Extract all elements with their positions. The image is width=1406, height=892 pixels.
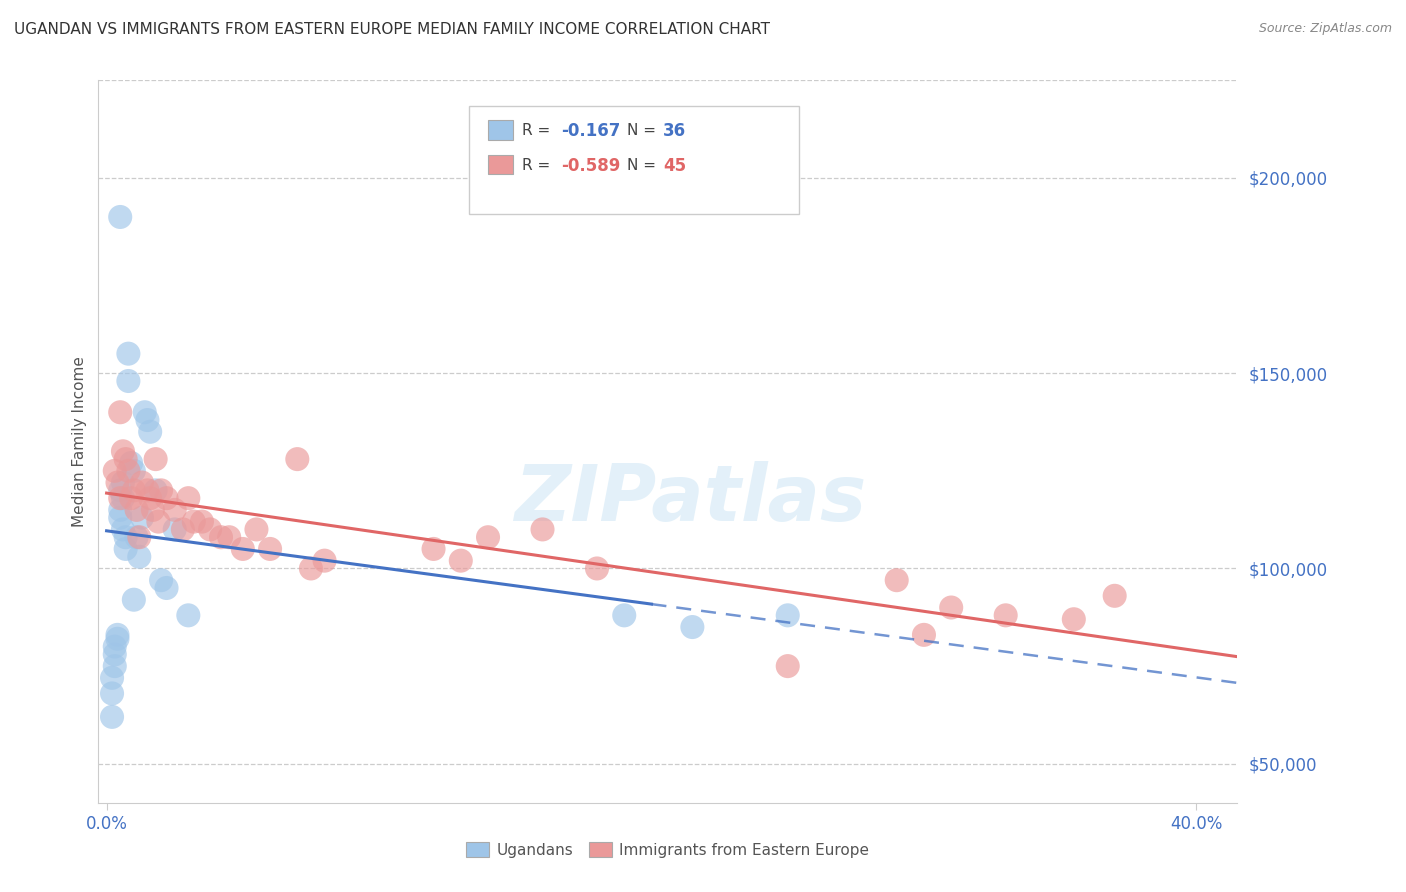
Point	[104, 648, 127, 662]
Point	[117, 374, 139, 388]
Point	[886, 573, 908, 587]
Point	[107, 632, 129, 646]
Point	[125, 530, 148, 544]
Point	[150, 483, 173, 498]
Y-axis label: Median Family Income: Median Family Income	[72, 356, 87, 527]
Point	[104, 640, 127, 654]
Point	[232, 541, 254, 556]
Point	[681, 620, 703, 634]
Point	[245, 523, 267, 537]
Point	[111, 475, 134, 490]
Text: 36: 36	[664, 122, 686, 140]
Point	[122, 483, 145, 498]
Point	[101, 686, 124, 700]
Point	[111, 491, 134, 505]
Point	[477, 530, 499, 544]
Point	[145, 483, 167, 498]
Point	[101, 671, 124, 685]
Point	[285, 452, 308, 467]
Point	[912, 628, 935, 642]
Text: -0.167: -0.167	[561, 122, 620, 140]
Point	[134, 405, 156, 419]
Point	[299, 561, 322, 575]
Point	[107, 628, 129, 642]
Point	[131, 475, 153, 490]
Point	[117, 346, 139, 360]
Point	[139, 425, 162, 439]
Point	[110, 503, 132, 517]
Point	[136, 483, 159, 498]
Point	[586, 561, 609, 575]
Point	[101, 710, 124, 724]
Text: Source: ZipAtlas.com: Source: ZipAtlas.com	[1258, 22, 1392, 36]
Point	[107, 475, 129, 490]
Point	[259, 541, 281, 556]
Point	[110, 405, 132, 419]
Point	[110, 483, 132, 498]
Point	[531, 523, 554, 537]
Point	[177, 608, 200, 623]
Point	[163, 523, 186, 537]
Point	[114, 452, 136, 467]
Point	[120, 456, 142, 470]
Point	[145, 452, 167, 467]
Point	[110, 491, 132, 505]
Point	[150, 573, 173, 587]
Point	[314, 554, 336, 568]
Point	[183, 515, 205, 529]
Point	[128, 549, 150, 564]
Point	[136, 413, 159, 427]
Point	[114, 530, 136, 544]
FancyBboxPatch shape	[488, 155, 513, 174]
Point	[1063, 612, 1085, 626]
Point	[1104, 589, 1126, 603]
Point	[122, 592, 145, 607]
Text: N =: N =	[627, 158, 661, 173]
Point	[125, 503, 148, 517]
Point	[422, 541, 444, 556]
Point	[198, 523, 221, 537]
Point	[110, 210, 132, 224]
Point	[155, 581, 177, 595]
Point	[110, 510, 132, 524]
Text: ZIPatlas: ZIPatlas	[515, 461, 866, 537]
Point	[111, 444, 134, 458]
Text: R =: R =	[522, 158, 555, 173]
Point	[114, 541, 136, 556]
Point	[148, 515, 170, 529]
Point	[104, 659, 127, 673]
Legend: Ugandans, Immigrants from Eastern Europe: Ugandans, Immigrants from Eastern Europe	[460, 836, 876, 863]
Point	[994, 608, 1017, 623]
Point	[163, 503, 186, 517]
Point	[155, 491, 177, 505]
Point	[209, 530, 232, 544]
Point	[172, 523, 194, 537]
Text: R =: R =	[522, 123, 555, 138]
Point	[111, 523, 134, 537]
Point	[139, 491, 162, 505]
Point	[131, 510, 153, 524]
Text: 45: 45	[664, 156, 686, 175]
Point	[120, 491, 142, 505]
Point	[177, 491, 200, 505]
Text: N =: N =	[627, 123, 661, 138]
Point	[941, 600, 963, 615]
Text: -0.589: -0.589	[561, 156, 620, 175]
Point	[128, 530, 150, 544]
Point	[776, 608, 799, 623]
Point	[450, 554, 472, 568]
Point	[104, 464, 127, 478]
Point	[191, 515, 214, 529]
FancyBboxPatch shape	[488, 120, 513, 139]
Point	[776, 659, 799, 673]
FancyBboxPatch shape	[468, 105, 799, 214]
Point	[142, 503, 165, 517]
Point	[122, 464, 145, 478]
Point	[117, 464, 139, 478]
Point	[218, 530, 240, 544]
Point	[613, 608, 636, 623]
Text: UGANDAN VS IMMIGRANTS FROM EASTERN EUROPE MEDIAN FAMILY INCOME CORRELATION CHART: UGANDAN VS IMMIGRANTS FROM EASTERN EUROP…	[14, 22, 770, 37]
